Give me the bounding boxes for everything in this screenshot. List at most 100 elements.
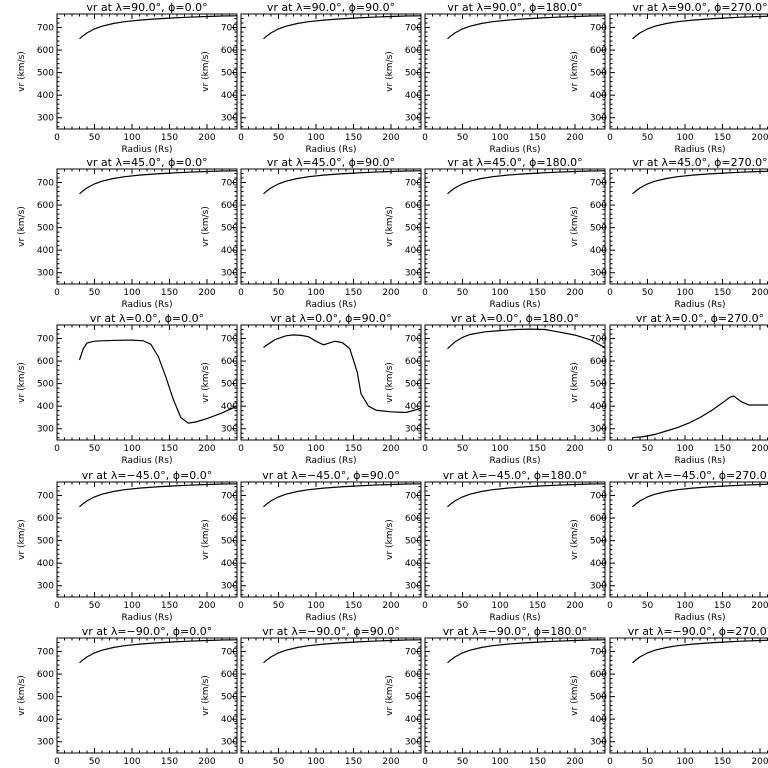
y-tick-label: 500 xyxy=(37,380,54,390)
x-tick-label: 200 xyxy=(566,444,583,454)
plot-frame xyxy=(609,637,768,754)
x-tick-label: 150 xyxy=(714,601,731,611)
x-tick-label: 100 xyxy=(307,757,324,767)
y-tick-label: 500 xyxy=(221,537,238,547)
y-tick-label: 700 xyxy=(405,492,422,502)
x-tick-label: 200 xyxy=(198,133,215,143)
series-line xyxy=(447,170,606,195)
panel-title: vr at λ=45.0°, ϕ=180.0° xyxy=(447,156,582,169)
series-line xyxy=(263,639,422,664)
y-tick-label: 400 xyxy=(37,559,54,569)
x-tick-label: 150 xyxy=(345,601,362,611)
x-axis-label: Radius (Rs) xyxy=(121,145,172,155)
chart-panel: vr at λ=0.0°, ϕ=270.0° 0 50 100 150 200 300 400… xyxy=(570,312,768,466)
x-tick-label: 150 xyxy=(714,133,731,143)
panel-title: vr at λ=−90.0°, ϕ=270.0° xyxy=(628,625,768,638)
series-line xyxy=(447,483,606,508)
panel-title: vr at λ=−45.0°, ϕ=90.0° xyxy=(262,469,399,482)
y-axis-label: vr (km/s) xyxy=(201,51,211,92)
x-tick-label: 200 xyxy=(566,133,583,143)
x-tick-label: 0 xyxy=(607,444,613,454)
panel-title: vr at λ=45.0°, ϕ=270.0° xyxy=(632,156,767,169)
y-tick-label: 600 xyxy=(590,514,607,524)
y-axis-label: vr (km/s) xyxy=(201,519,211,560)
x-tick-label: 0 xyxy=(54,288,60,298)
panel-title: vr at λ=90.0°, ϕ=180.0° xyxy=(447,1,582,14)
chart-panel: vr at λ=0.0°, ϕ=180.0° 0 50 100 150 200 300 400… xyxy=(385,312,606,466)
y-axis-label: vr (km/s) xyxy=(385,206,395,247)
series-line xyxy=(79,483,238,508)
x-tick-label: 150 xyxy=(161,757,178,767)
y-tick-label: 600 xyxy=(405,46,422,56)
chart-panel: vr at λ=90.0°, ϕ=270.0° 0 50 100 150 200 300 40… xyxy=(570,1,768,155)
y-axis-label: vr (km/s) xyxy=(17,675,27,716)
y-tick-label: 700 xyxy=(405,24,422,34)
x-tick-label: 50 xyxy=(89,757,101,767)
x-tick-label: 50 xyxy=(642,133,654,143)
x-tick-label: 200 xyxy=(751,288,768,298)
x-tick-label: 100 xyxy=(676,288,693,298)
y-axis-label: vr (km/s) xyxy=(201,362,211,403)
y-tick-label: 300 xyxy=(590,269,607,279)
y-tick-label: 700 xyxy=(221,179,238,189)
x-tick-label: 0 xyxy=(54,444,60,454)
x-tick-label: 50 xyxy=(457,133,469,143)
x-axis-label: Radius (Rs) xyxy=(489,456,540,466)
y-tick-label: 600 xyxy=(37,514,54,524)
x-tick-label: 50 xyxy=(89,444,101,454)
y-tick-label: 500 xyxy=(590,224,607,234)
y-tick-label: 300 xyxy=(590,114,607,124)
chart-panel: vr at λ=−45.0°, ϕ=180.0° 0 50 100 150 200 300 4… xyxy=(385,469,606,623)
y-axis-label: vr (km/s) xyxy=(385,51,395,92)
panel-title: vr at λ=0.0°, ϕ=270.0° xyxy=(636,312,764,325)
series-line xyxy=(632,395,768,439)
x-tick-label: 150 xyxy=(529,757,546,767)
y-tick-label: 400 xyxy=(405,91,422,101)
x-tick-label: 100 xyxy=(491,133,508,143)
x-tick-label: 200 xyxy=(382,288,399,298)
y-tick-label: 700 xyxy=(590,179,607,189)
y-tick-label: 400 xyxy=(221,402,238,412)
chart-panel: vr at λ=90.0°, ϕ=90.0° 0 50 100 150 200 300 400… xyxy=(201,1,422,155)
x-axis-label: Radius (Rs) xyxy=(674,300,725,310)
y-tick-label: 700 xyxy=(37,24,54,34)
series-line xyxy=(632,483,768,508)
x-tick-label: 0 xyxy=(238,601,244,611)
x-tick-label: 200 xyxy=(751,757,768,767)
chart-panel: vr at λ=45.0°, ϕ=270.0° 0 50 100 150 200 300 40… xyxy=(570,156,768,310)
y-tick-label: 600 xyxy=(37,46,54,56)
y-tick-label: 300 xyxy=(221,269,238,279)
x-tick-label: 200 xyxy=(566,288,583,298)
x-tick-label: 50 xyxy=(642,444,654,454)
y-tick-label: 400 xyxy=(221,246,238,256)
y-axis-label: vr (km/s) xyxy=(570,51,580,92)
chart-panel: vr at λ=90.0°, ϕ=0.0° 0 50 100 150 200 300 400 5… xyxy=(17,1,238,155)
y-tick-label: 500 xyxy=(405,224,422,234)
x-tick-label: 50 xyxy=(642,288,654,298)
y-tick-label: 300 xyxy=(405,738,422,748)
x-axis-label: Radius (Rs) xyxy=(489,613,540,623)
series-line xyxy=(632,639,768,664)
y-tick-label: 400 xyxy=(590,91,607,101)
series-line xyxy=(78,339,238,424)
y-tick-label: 700 xyxy=(221,648,238,658)
x-tick-label: 150 xyxy=(529,133,546,143)
panel-title: vr at λ=90.0°, ϕ=0.0° xyxy=(86,1,207,14)
panel-title: vr at λ=90.0°, ϕ=270.0° xyxy=(632,1,767,14)
y-tick-label: 300 xyxy=(405,582,422,592)
x-tick-label: 150 xyxy=(161,288,178,298)
panel-title: vr at λ=90.0°, ϕ=90.0° xyxy=(267,1,395,14)
y-tick-label: 400 xyxy=(590,246,607,256)
x-tick-label: 100 xyxy=(123,444,140,454)
y-tick-label: 300 xyxy=(37,269,54,279)
x-axis-label: Radius (Rs) xyxy=(674,613,725,623)
panel-title: vr at λ=−45.0°, ϕ=180.0° xyxy=(443,469,587,482)
y-tick-label: 600 xyxy=(221,46,238,56)
y-tick-label: 600 xyxy=(590,670,607,680)
series-line xyxy=(263,483,422,508)
x-tick-label: 200 xyxy=(382,757,399,767)
y-axis-label: vr (km/s) xyxy=(201,206,211,247)
series-line xyxy=(79,170,238,195)
series-line xyxy=(632,15,768,40)
y-tick-label: 600 xyxy=(405,357,422,367)
